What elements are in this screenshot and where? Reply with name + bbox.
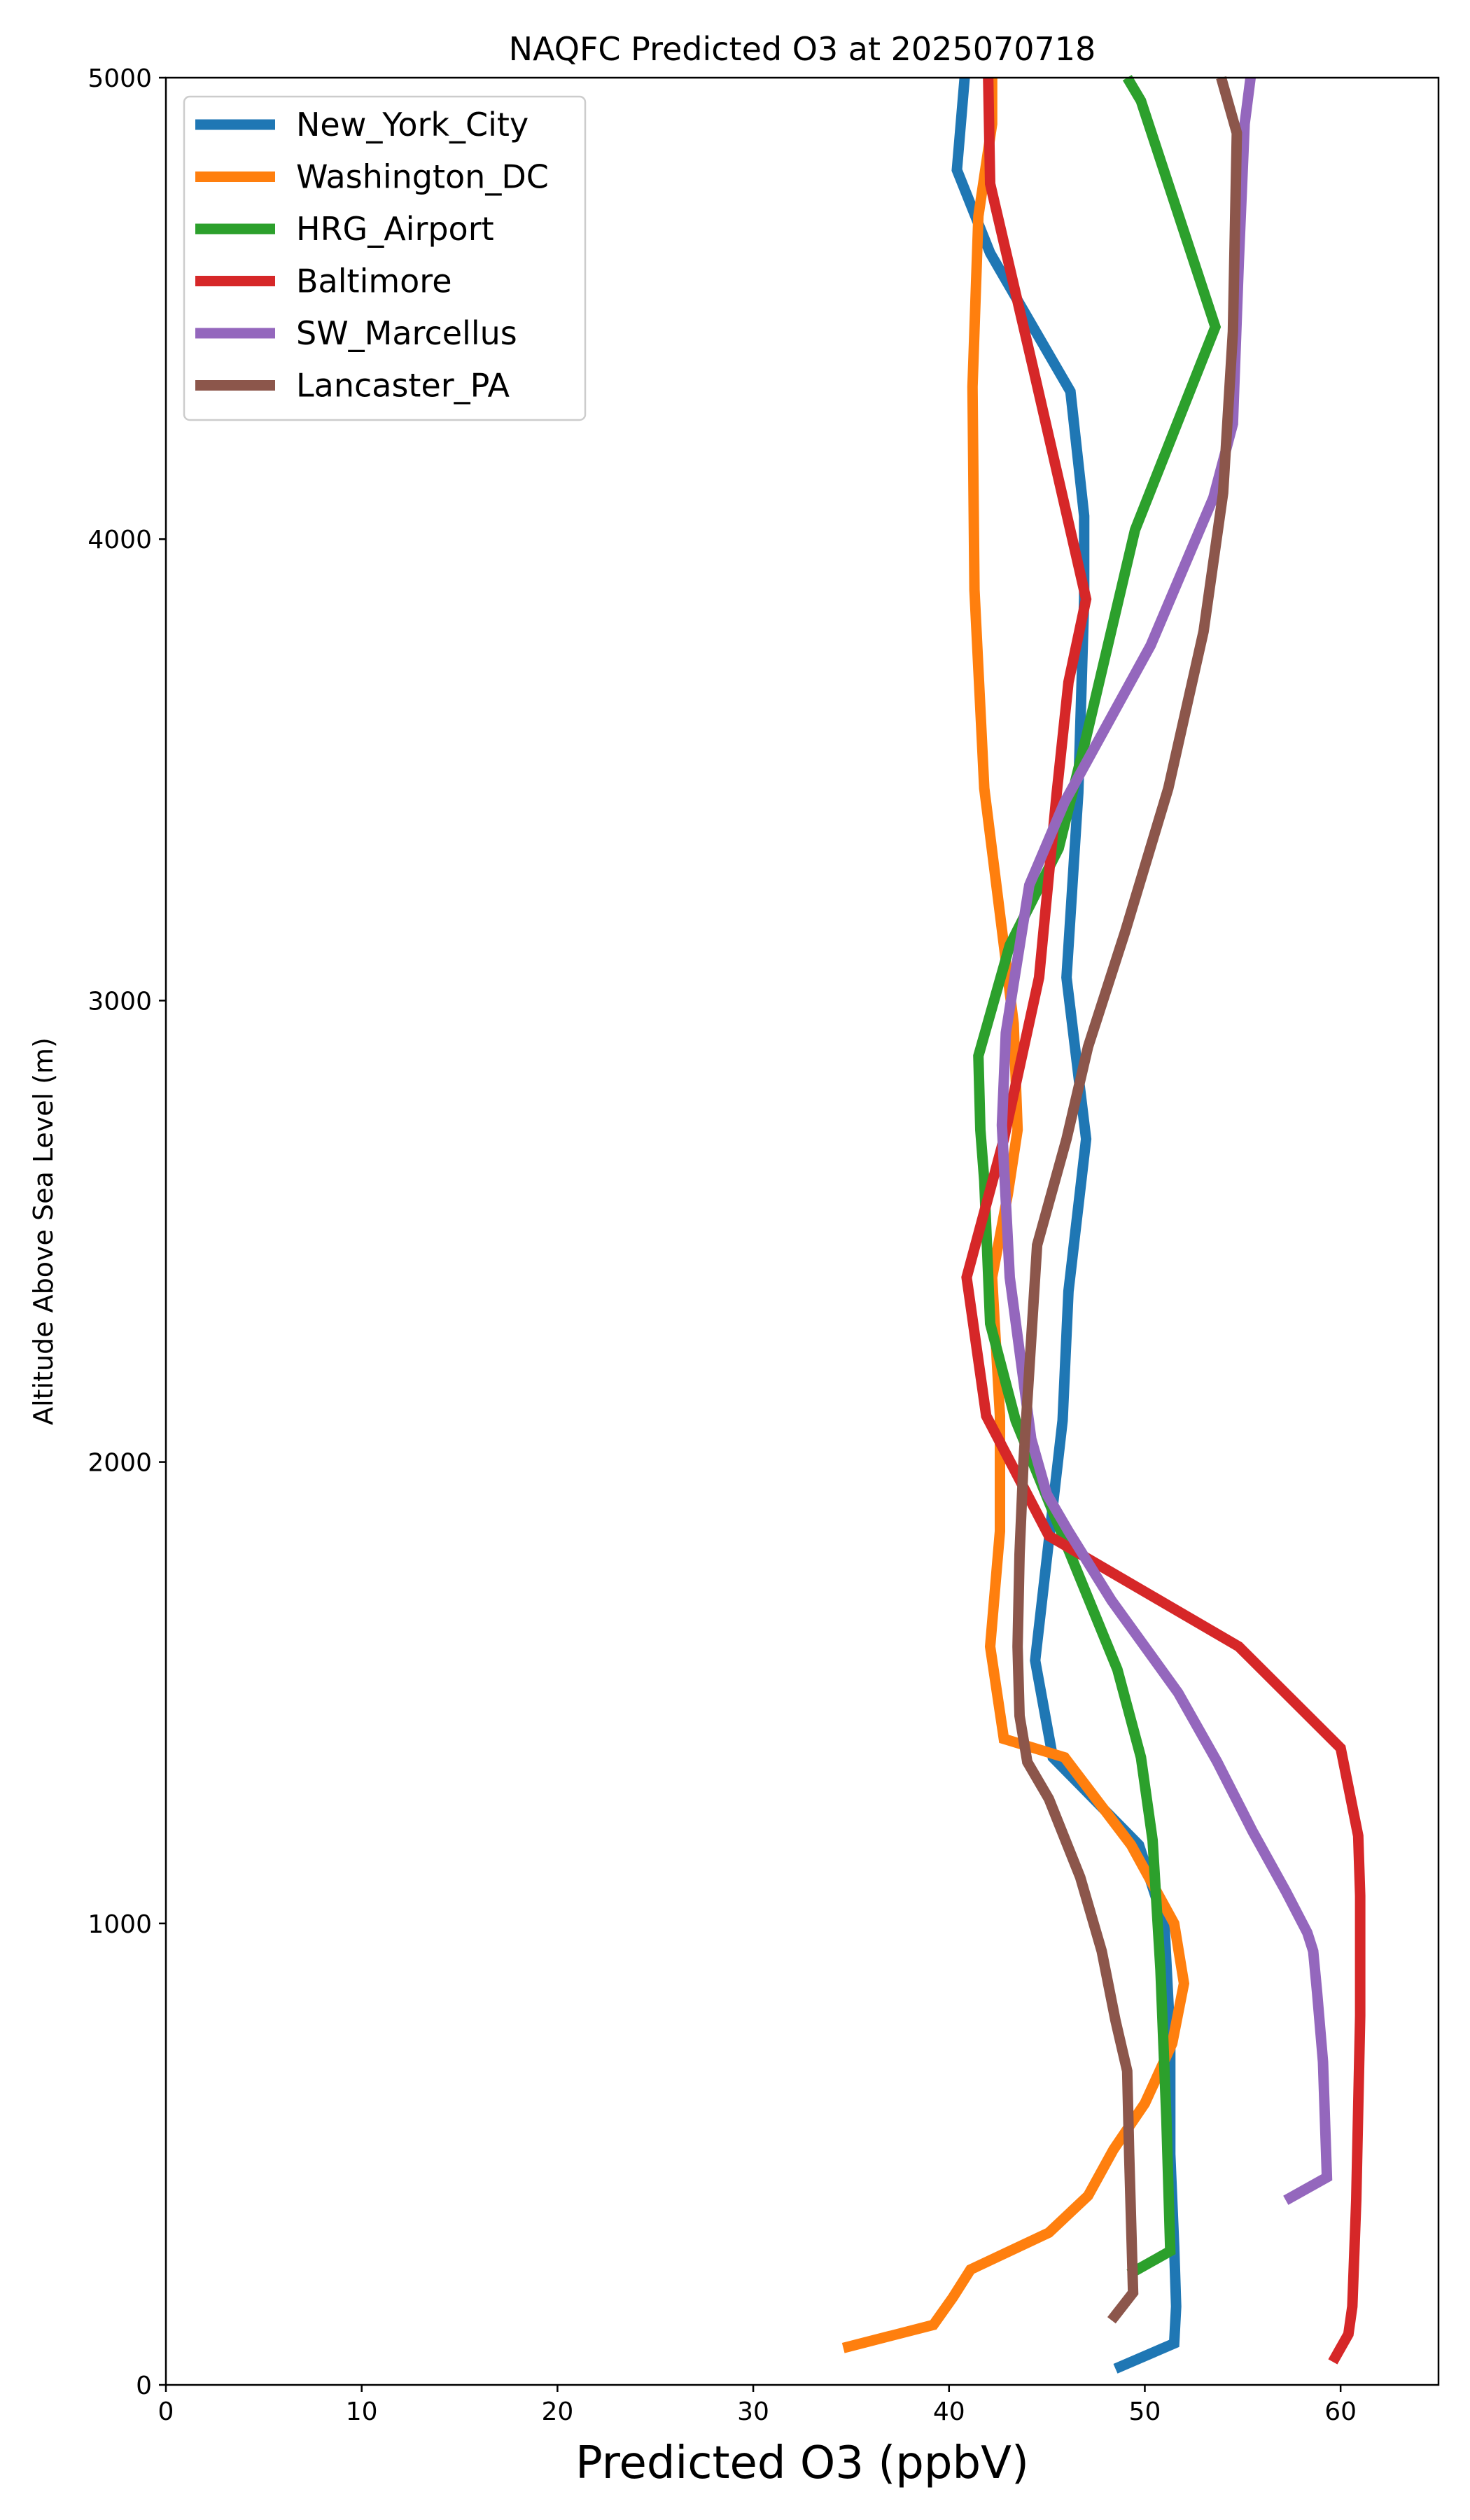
x-tick-label: 60 bbox=[1324, 2398, 1357, 2426]
legend-label: SW_Marcellus bbox=[296, 314, 517, 352]
series-layer bbox=[841, 75, 1366, 2374]
y-tick-label: 3000 bbox=[88, 987, 152, 1016]
y-axis-ticks: 0 1000 2000 3000 4000 5000 bbox=[88, 64, 166, 2400]
legend-label: Baltimore bbox=[296, 262, 452, 300]
series-line-sw-marcellus bbox=[996, 77, 1333, 2205]
x-tick-label: 30 bbox=[737, 2398, 769, 2426]
x-tick-label: 50 bbox=[1129, 2398, 1161, 2426]
y-tick-label: 2000 bbox=[88, 1449, 152, 1478]
x-tick-label: 40 bbox=[933, 2398, 965, 2426]
x-tick-label: 0 bbox=[158, 2398, 174, 2426]
x-tick-label: 10 bbox=[346, 2398, 378, 2426]
series-line-baltimore bbox=[961, 77, 1366, 2365]
y-tick-label: 4000 bbox=[88, 526, 152, 554]
series-line-hrg-airport bbox=[973, 75, 1222, 2279]
series-line-washington-dc bbox=[841, 78, 1190, 2353]
chart-title: NAQFC Predicted O3 at 2025070718 bbox=[509, 30, 1096, 68]
legend-label: New_York_City bbox=[296, 106, 528, 144]
y-tick-label: 5000 bbox=[88, 64, 152, 93]
x-axis-label: Predicted O3 (ppbV) bbox=[575, 2437, 1029, 2489]
y-tick-label: 1000 bbox=[88, 1910, 152, 1939]
series-line-lancaster-pa bbox=[1012, 76, 1242, 2324]
legend-label: HRG_Airport bbox=[296, 210, 494, 248]
y-axis-label: Altitude Above Sea Level (m) bbox=[28, 1037, 59, 1425]
y-tick-label: 0 bbox=[136, 2372, 152, 2400]
plot-frame bbox=[164, 76, 1440, 2386]
legend: New_York_City Washington_DC HRG_Airport Bal… bbox=[183, 95, 587, 421]
legend-label: Lancaster_PA bbox=[296, 367, 510, 405]
legend-box bbox=[183, 95, 587, 421]
legend-label: Washington_DC bbox=[296, 158, 549, 196]
x-tick-label: 20 bbox=[541, 2398, 573, 2426]
x-axis-ticks: 0 10 20 30 40 50 60 bbox=[158, 2385, 1357, 2426]
